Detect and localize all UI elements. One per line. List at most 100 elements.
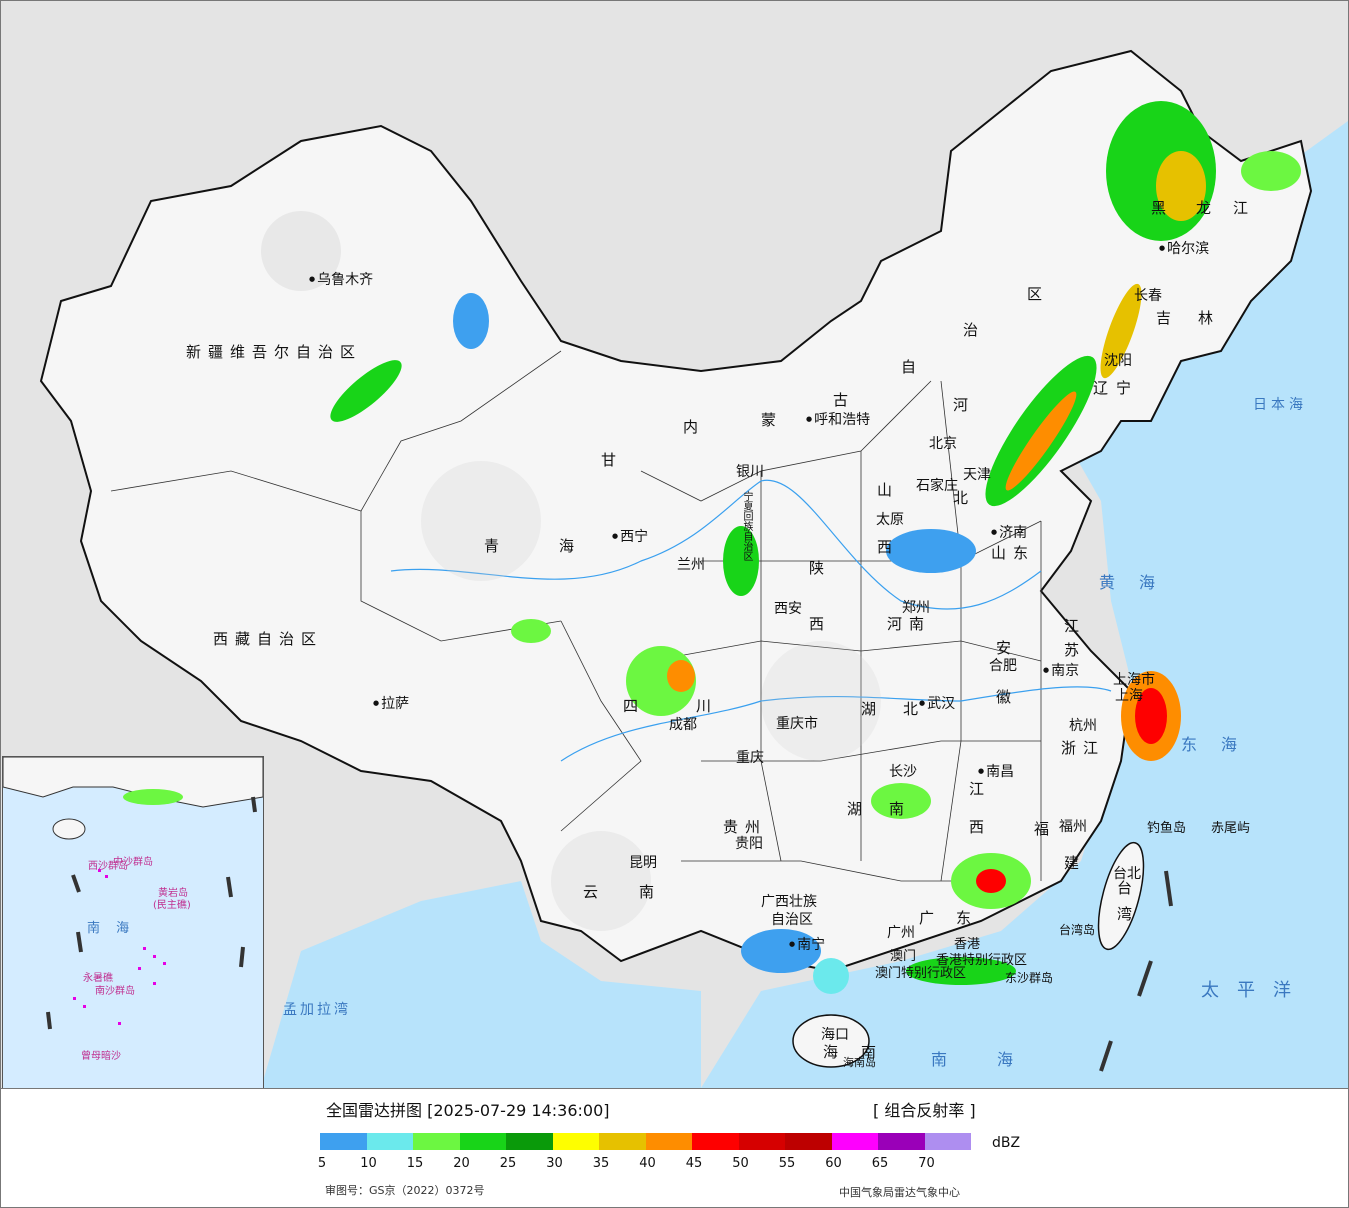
inset-zengmu: 曾母暗沙 (81, 1051, 121, 1062)
map-legend-footer: 全国雷达拼图 [2025-07-29 14:36:00] [ 组合反射率 ] d… (1, 1088, 1348, 1207)
city-shenyang: 沈阳 (1104, 353, 1132, 369)
label-jiangsu-2: 苏 (1064, 641, 1087, 659)
scale-swatch (831, 1133, 878, 1150)
scale-tick-label: 40 (639, 1156, 656, 1171)
city-lhasa: 拉萨 (371, 693, 409, 713)
inset-huangyan: 黄岩岛 (158, 888, 188, 899)
inset-xisha: 西沙群岛 (88, 861, 128, 872)
review-number: 审图号：GS京（2022）0372号 (325, 1184, 485, 1197)
label-dongsha: 东沙群岛 (1005, 971, 1054, 985)
label-hebei-2: 北 (953, 489, 976, 507)
city-taibei: 台北 (1113, 866, 1141, 882)
label-qinghai-2: 海 (559, 537, 582, 555)
hainan-island-shape (792, 1014, 870, 1068)
label-anhui-2: 徽 (996, 688, 1019, 706)
scale-swatch (785, 1133, 832, 1150)
label-chiwei: 赤尾屿 (1211, 821, 1251, 836)
sea-area (701, 121, 1348, 1088)
label-liaoning-1: 辽 (1093, 379, 1116, 397)
scale-swatch (366, 1133, 413, 1150)
inset-map (3, 757, 263, 1030)
scale-tick-label: 45 (685, 1156, 703, 1171)
scale-tick-label: 5 (317, 1156, 327, 1171)
label-hunan-2: 南 (889, 800, 912, 818)
label-hainan-2: 南 (861, 1043, 884, 1061)
scale-swatch (645, 1133, 692, 1150)
label-hainan-island: 海南岛 (843, 1056, 876, 1069)
inset-nansha: 南沙群岛 (95, 986, 135, 997)
label-sichuan-2: 川 (696, 697, 719, 715)
label-anhui-1: 安 (996, 639, 1019, 657)
label-hubei-1: 湖 (861, 700, 884, 718)
city-chongqing: 重庆 (736, 750, 764, 766)
label-yunnan-1: 云 (583, 883, 606, 901)
label-japan-sea: 日本海 (1253, 397, 1307, 413)
product-type: [ 组合反射率 ] (873, 1101, 976, 1120)
scale-tick-label: 70 (918, 1156, 935, 1171)
scale-tick-label: 65 (871, 1156, 889, 1171)
label-liaoning-2: 宁 (1116, 379, 1139, 397)
scale-swatch (738, 1133, 785, 1150)
inset-yongshu: 永暑礁 (83, 973, 113, 984)
label-neimenggu-4: 自 (901, 358, 924, 376)
city-nanchang: 南昌 (976, 761, 1014, 781)
label-neimenggu-2: 蒙 (761, 411, 784, 429)
city-macau: 澳门 (890, 949, 917, 964)
city-fuzhou: 福州 (1059, 819, 1087, 835)
city-nanjing: 南京 (1041, 660, 1079, 680)
label-neimenggu-5: 治 (963, 321, 986, 339)
organization-name: 中国气象局雷达气象中心 (839, 1186, 960, 1199)
city-xian: 西安 (774, 601, 802, 617)
label-zhejiang: 浙江 (1061, 739, 1106, 757)
label-shanxi-1: 山 (877, 481, 900, 499)
label-guangxi-1: 广西壮族 (761, 894, 817, 910)
label-ningxia: 宁夏回族自治区 (741, 491, 752, 561)
label-neimenggu-1: 内 (683, 418, 706, 436)
scale-tick-label: 20 (453, 1156, 470, 1171)
city-hangzhou: 杭州 (1069, 718, 1097, 734)
maritime-boundary-marks (1099, 870, 1173, 1072)
label-xinjiang: 新疆维吾尔自治区 (186, 343, 363, 361)
label-fujian-2: 建 (1064, 854, 1087, 872)
label-taiwan-2: 湾 (1117, 905, 1140, 923)
province-boundaries (110, 350, 1042, 882)
city-changsha: 长沙 (889, 764, 917, 780)
label-tibet: 西藏自治区 (213, 630, 324, 648)
label-yunnan-2: 南 (639, 883, 662, 901)
city-zhengzhou: 郑州 (902, 600, 930, 616)
city-guiyang: 贵阳 (735, 836, 763, 852)
label-chongqing-city: 重庆市 (776, 716, 818, 732)
scale-swatch (552, 1133, 599, 1150)
scale-tick-label: 55 (778, 1156, 796, 1171)
city-guangzhou: 广州 (887, 925, 915, 941)
label-gansu: 甘 (601, 451, 624, 469)
city-nanning: 南宁 (787, 934, 825, 954)
city-changchun: 长春 (1134, 288, 1162, 304)
city-taiyuan: 太原 (876, 512, 904, 528)
city-urumqi: 乌鲁木齐 (307, 269, 373, 289)
city-hefei: 合肥 (989, 658, 1017, 674)
city-xining: 西宁 (610, 526, 648, 546)
label-taiwan-island: 台湾岛 (1059, 923, 1096, 937)
label-guangdong-2: 东 (956, 909, 979, 927)
city-haikou: 海口 (821, 1027, 849, 1043)
label-macau-region: 澳门特别行政区 (875, 966, 967, 981)
city-hohhot: 呼和浩特 (804, 409, 870, 429)
city-yinchuan: 银川 (736, 464, 764, 480)
city-shijiazhuang: 石家庄 (916, 478, 958, 494)
scale-tick-label: 50 (732, 1156, 749, 1171)
label-yellow-sea: 黄海 (1099, 573, 1180, 592)
city-harbin: 哈尔滨 (1157, 238, 1209, 258)
inset-south-sea: 南 海 (87, 921, 136, 936)
city-wuhan: 武汉 (917, 693, 955, 713)
label-heilongjiang-3: 江 (1233, 199, 1256, 217)
terrain-texture (261, 211, 881, 931)
scale-swatch (320, 1133, 367, 1150)
scale-swatch (878, 1133, 925, 1150)
label-shandong: 山东 (991, 544, 1036, 562)
label-heilongjiang-1: 黑 (1151, 199, 1174, 217)
inset-zhongsha: 中沙群岛 (113, 857, 153, 868)
label-diaoyu: 钓鱼岛 (1147, 821, 1187, 836)
label-hubei-2: 北 (903, 700, 926, 718)
label-guangxi-2: 自治区 (771, 912, 813, 928)
